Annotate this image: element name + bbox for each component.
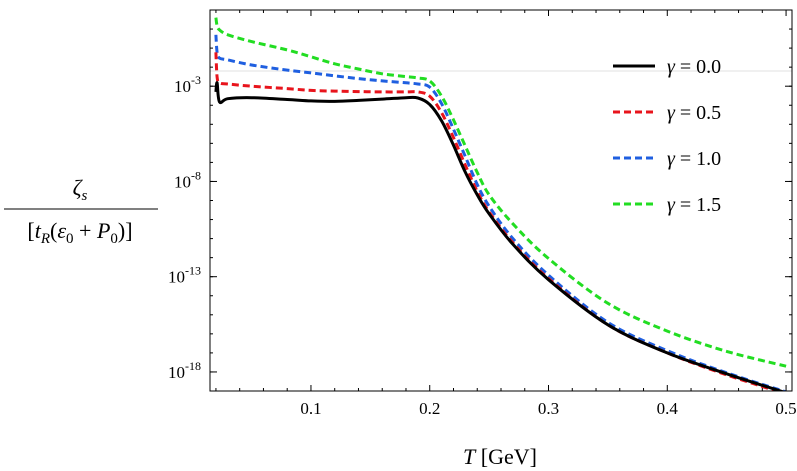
- y-tick-label-2: 10-13: [168, 264, 201, 287]
- legend-label-3: γ = 1.5: [667, 194, 721, 216]
- x-axis-title: T [GeV]: [463, 444, 537, 469]
- series-line-2: [214, 34, 787, 391]
- x-tick-label-1: 0.2: [419, 399, 440, 418]
- y-axis-title-denominator: [tR(ε0 + P0)]: [27, 218, 132, 247]
- y-tick-label-0: 10-3: [174, 73, 201, 96]
- x-tick-label-3: 0.4: [657, 399, 679, 418]
- x-tick-label-4: 0.5: [775, 399, 796, 418]
- legend-label-0: γ = 0.0: [667, 56, 721, 78]
- legend-label-2: γ = 1.0: [667, 148, 721, 170]
- y-axis-title-numerator: ζs: [73, 175, 88, 204]
- series-line-1: [214, 52, 782, 391]
- series-line-3: [214, 17, 787, 368]
- legend: γ = 0.0 γ = 0.5 γ = 1.0 γ = 1.5: [613, 56, 721, 216]
- y-axis-title: ζs [tR(ε0 + P0)]: [4, 175, 158, 247]
- x-tick-label-2: 0.3: [538, 399, 559, 418]
- y-tick-label-1: 10-8: [174, 168, 201, 191]
- legend-label-1: γ = 0.5: [667, 102, 721, 124]
- x-tick-label-0: 0.1: [300, 399, 321, 418]
- y-tick-label-3: 10-18: [168, 359, 201, 382]
- y-axis: 10-3 10-8 10-13 10-18: [168, 9, 792, 392]
- series-line-0: [214, 81, 786, 391]
- x-axis: 0.1 0.2 0.3 0.4 0.5: [215, 10, 797, 418]
- series-layer: [214, 17, 787, 391]
